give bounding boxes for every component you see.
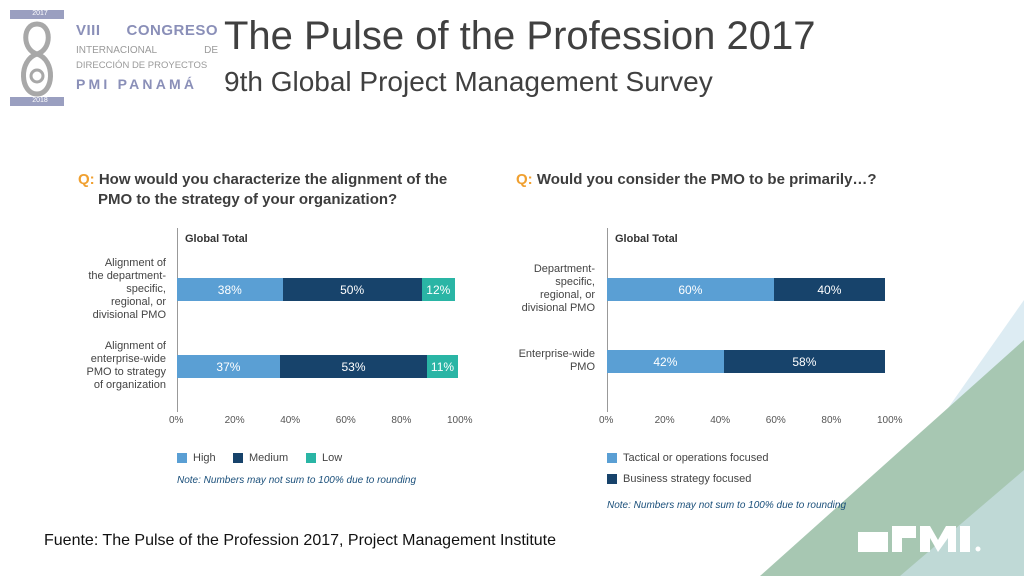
category-label-line: PMO — [569, 361, 595, 373]
legend-swatch — [233, 453, 243, 463]
category-label-line: PMO to strategy — [86, 366, 166, 378]
category-label: Department-specific, regional, or division… — [522, 263, 595, 315]
congreso-logo-icon — [10, 10, 64, 106]
x-tick-label: 20% — [654, 415, 675, 426]
x-tick-label: 100% — [877, 415, 903, 426]
legend-label: Low — [322, 452, 343, 464]
congreso-text: VIII CONGRESO INTERNACIONAL DE DIRECCIÓN D… — [76, 22, 218, 92]
legend-item: Tactical or operations focused — [607, 452, 769, 464]
group-label: Global Total — [615, 233, 678, 245]
category-label-line: specific, — [555, 276, 595, 288]
y-axis-line — [177, 228, 178, 412]
category-label-line: Enterprise-wide — [518, 348, 595, 360]
category-label: Alignment of the department-specific, regi… — [88, 257, 166, 322]
y-axis-line — [607, 228, 608, 412]
chart2-title-line1: Would you consider the PMO to be primari… — [536, 171, 877, 188]
legend-label: Tactical or operations focused — [623, 452, 769, 464]
chart1-q-prefix: Q: — [78, 171, 95, 188]
legend-swatch — [607, 474, 617, 484]
legend-item: Low — [306, 452, 342, 464]
legend-item: High — [177, 452, 216, 464]
bar-segment: 60% — [607, 278, 774, 301]
legend-label: Medium — [249, 452, 289, 464]
category-label-line: divisional PMO — [521, 302, 595, 314]
chart1-question: Q: How would you characterize the alignm… — [78, 170, 447, 210]
x-tick-label: 40% — [280, 415, 301, 426]
category-label-line: the department- — [88, 269, 166, 282]
bar-segment: 42% — [607, 350, 724, 373]
bar-segment: 37% — [177, 355, 280, 378]
congreso-roman: VIII — [76, 22, 101, 39]
legend-swatch — [607, 453, 617, 463]
rounding-note: Note: Numbers may not sum to 100% due to… — [177, 475, 417, 486]
chart1-title-line1: How would you characterize the alignment… — [98, 171, 448, 188]
bar-segment: 53% — [279, 355, 428, 378]
category-label-line: enterprise-wide — [90, 353, 166, 365]
chart2-q-prefix: Q: — [516, 171, 533, 188]
logo-year-bottom: 2018 — [32, 97, 48, 104]
slide-subtitle: 9th Global Project Management Survey — [224, 66, 713, 97]
category-label-line: specific, — [126, 282, 166, 295]
bar-segment: 40% — [773, 278, 885, 301]
category-label-line: divisional PMO — [92, 308, 166, 321]
bar-segment: 11% — [427, 355, 458, 378]
congreso-word: CONGRESO — [126, 22, 218, 39]
x-tick-label: 80% — [821, 415, 842, 426]
category-label: Alignment of enterprise-wide PMO to strate… — [87, 340, 166, 392]
congreso-direccion: DIRECCIÓN DE PROYECTOS — [76, 60, 208, 71]
legend-swatch — [306, 453, 316, 463]
category-label-line: Department- — [533, 263, 595, 275]
congreso-pmi: PMI PANAMÁ — [76, 76, 198, 92]
congreso-de: DE — [204, 45, 218, 56]
legend-swatch — [177, 453, 187, 463]
bar-segment: 50% — [282, 278, 422, 301]
legend-item: Business strategy focused — [607, 473, 751, 485]
bar-segment: 58% — [723, 350, 885, 373]
group-label: Global Total — [185, 233, 248, 245]
bar-segment: 12% — [421, 278, 455, 301]
x-tick-label: 20% — [224, 415, 245, 426]
x-tick-label: 0% — [599, 415, 614, 426]
x-tick-label: 40% — [710, 415, 731, 426]
bar-segment: 38% — [177, 278, 283, 301]
pmi-logo-icon — [858, 526, 981, 552]
category-label: Enterprise-wide PMO — [519, 348, 595, 374]
legend-label: Business strategy focused — [623, 473, 752, 485]
logo-year-top: 2017 — [32, 10, 48, 17]
congreso-intl: INTERNACIONAL — [76, 45, 158, 56]
rounding-note: Note: Numbers may not sum to 100% due to… — [607, 500, 847, 511]
category-label-line: regional, or — [110, 295, 166, 308]
x-tick-label: 0% — [169, 415, 184, 426]
chart1-title-line2: PMO to the strategy of your organization… — [98, 191, 398, 208]
source-text: Fuente: The Pulse of the Profession 2017… — [44, 532, 557, 549]
x-tick-label: 60% — [765, 415, 786, 426]
legend-item: Medium — [233, 452, 288, 464]
category-label-line: Alignment of — [104, 256, 166, 269]
chart2-question: Q: Would you consider the PMO to be prim… — [516, 170, 877, 190]
x-tick-label: 80% — [391, 415, 412, 426]
category-label-line: regional, or — [539, 289, 595, 301]
category-label-line: Alignment of — [104, 340, 166, 352]
legend-label: High — [193, 452, 216, 464]
category-label-line: of organization — [93, 379, 166, 391]
x-tick-label: 100% — [447, 415, 473, 426]
slide-title: The Pulse of the Profession 2017 — [224, 14, 816, 58]
x-tick-label: 60% — [335, 415, 356, 426]
